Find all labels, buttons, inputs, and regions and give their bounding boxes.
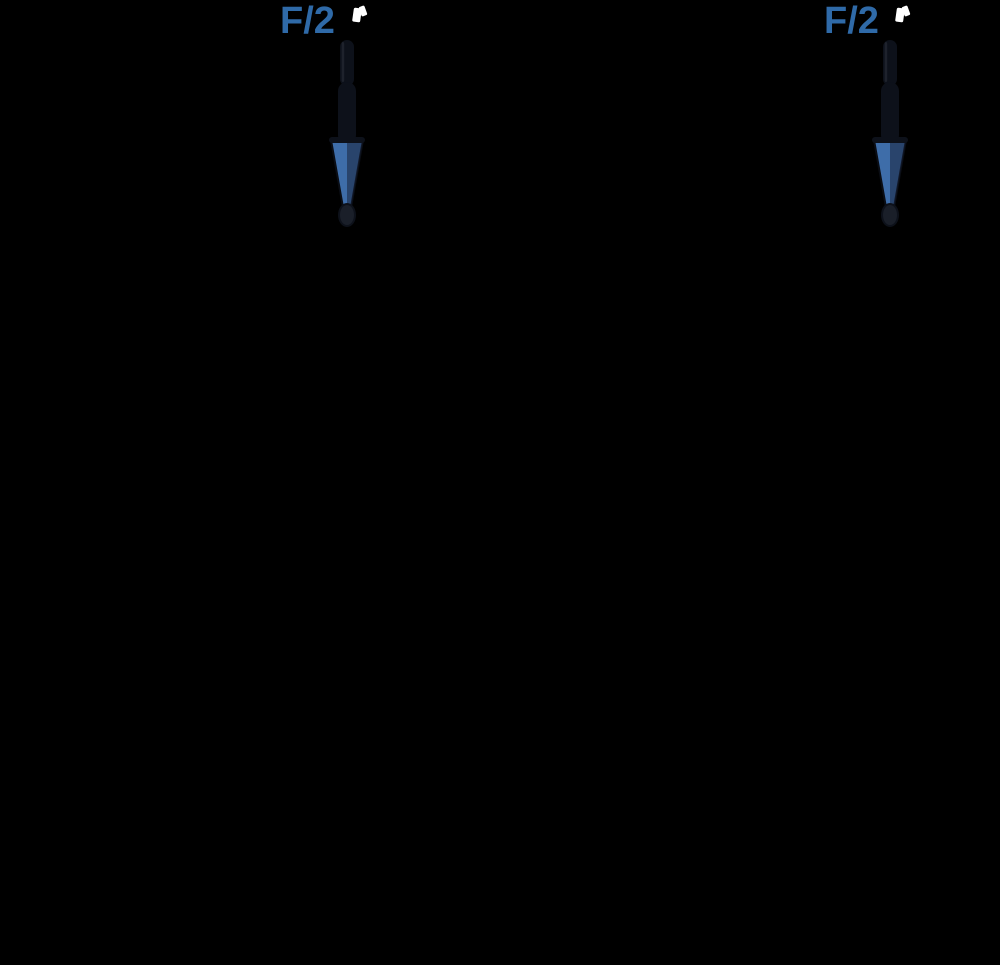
force-label-left: F/2 <box>280 0 335 43</box>
force-label-right: F/2 <box>824 0 879 43</box>
force-diagram <box>0 0 1000 965</box>
background <box>0 0 1000 965</box>
